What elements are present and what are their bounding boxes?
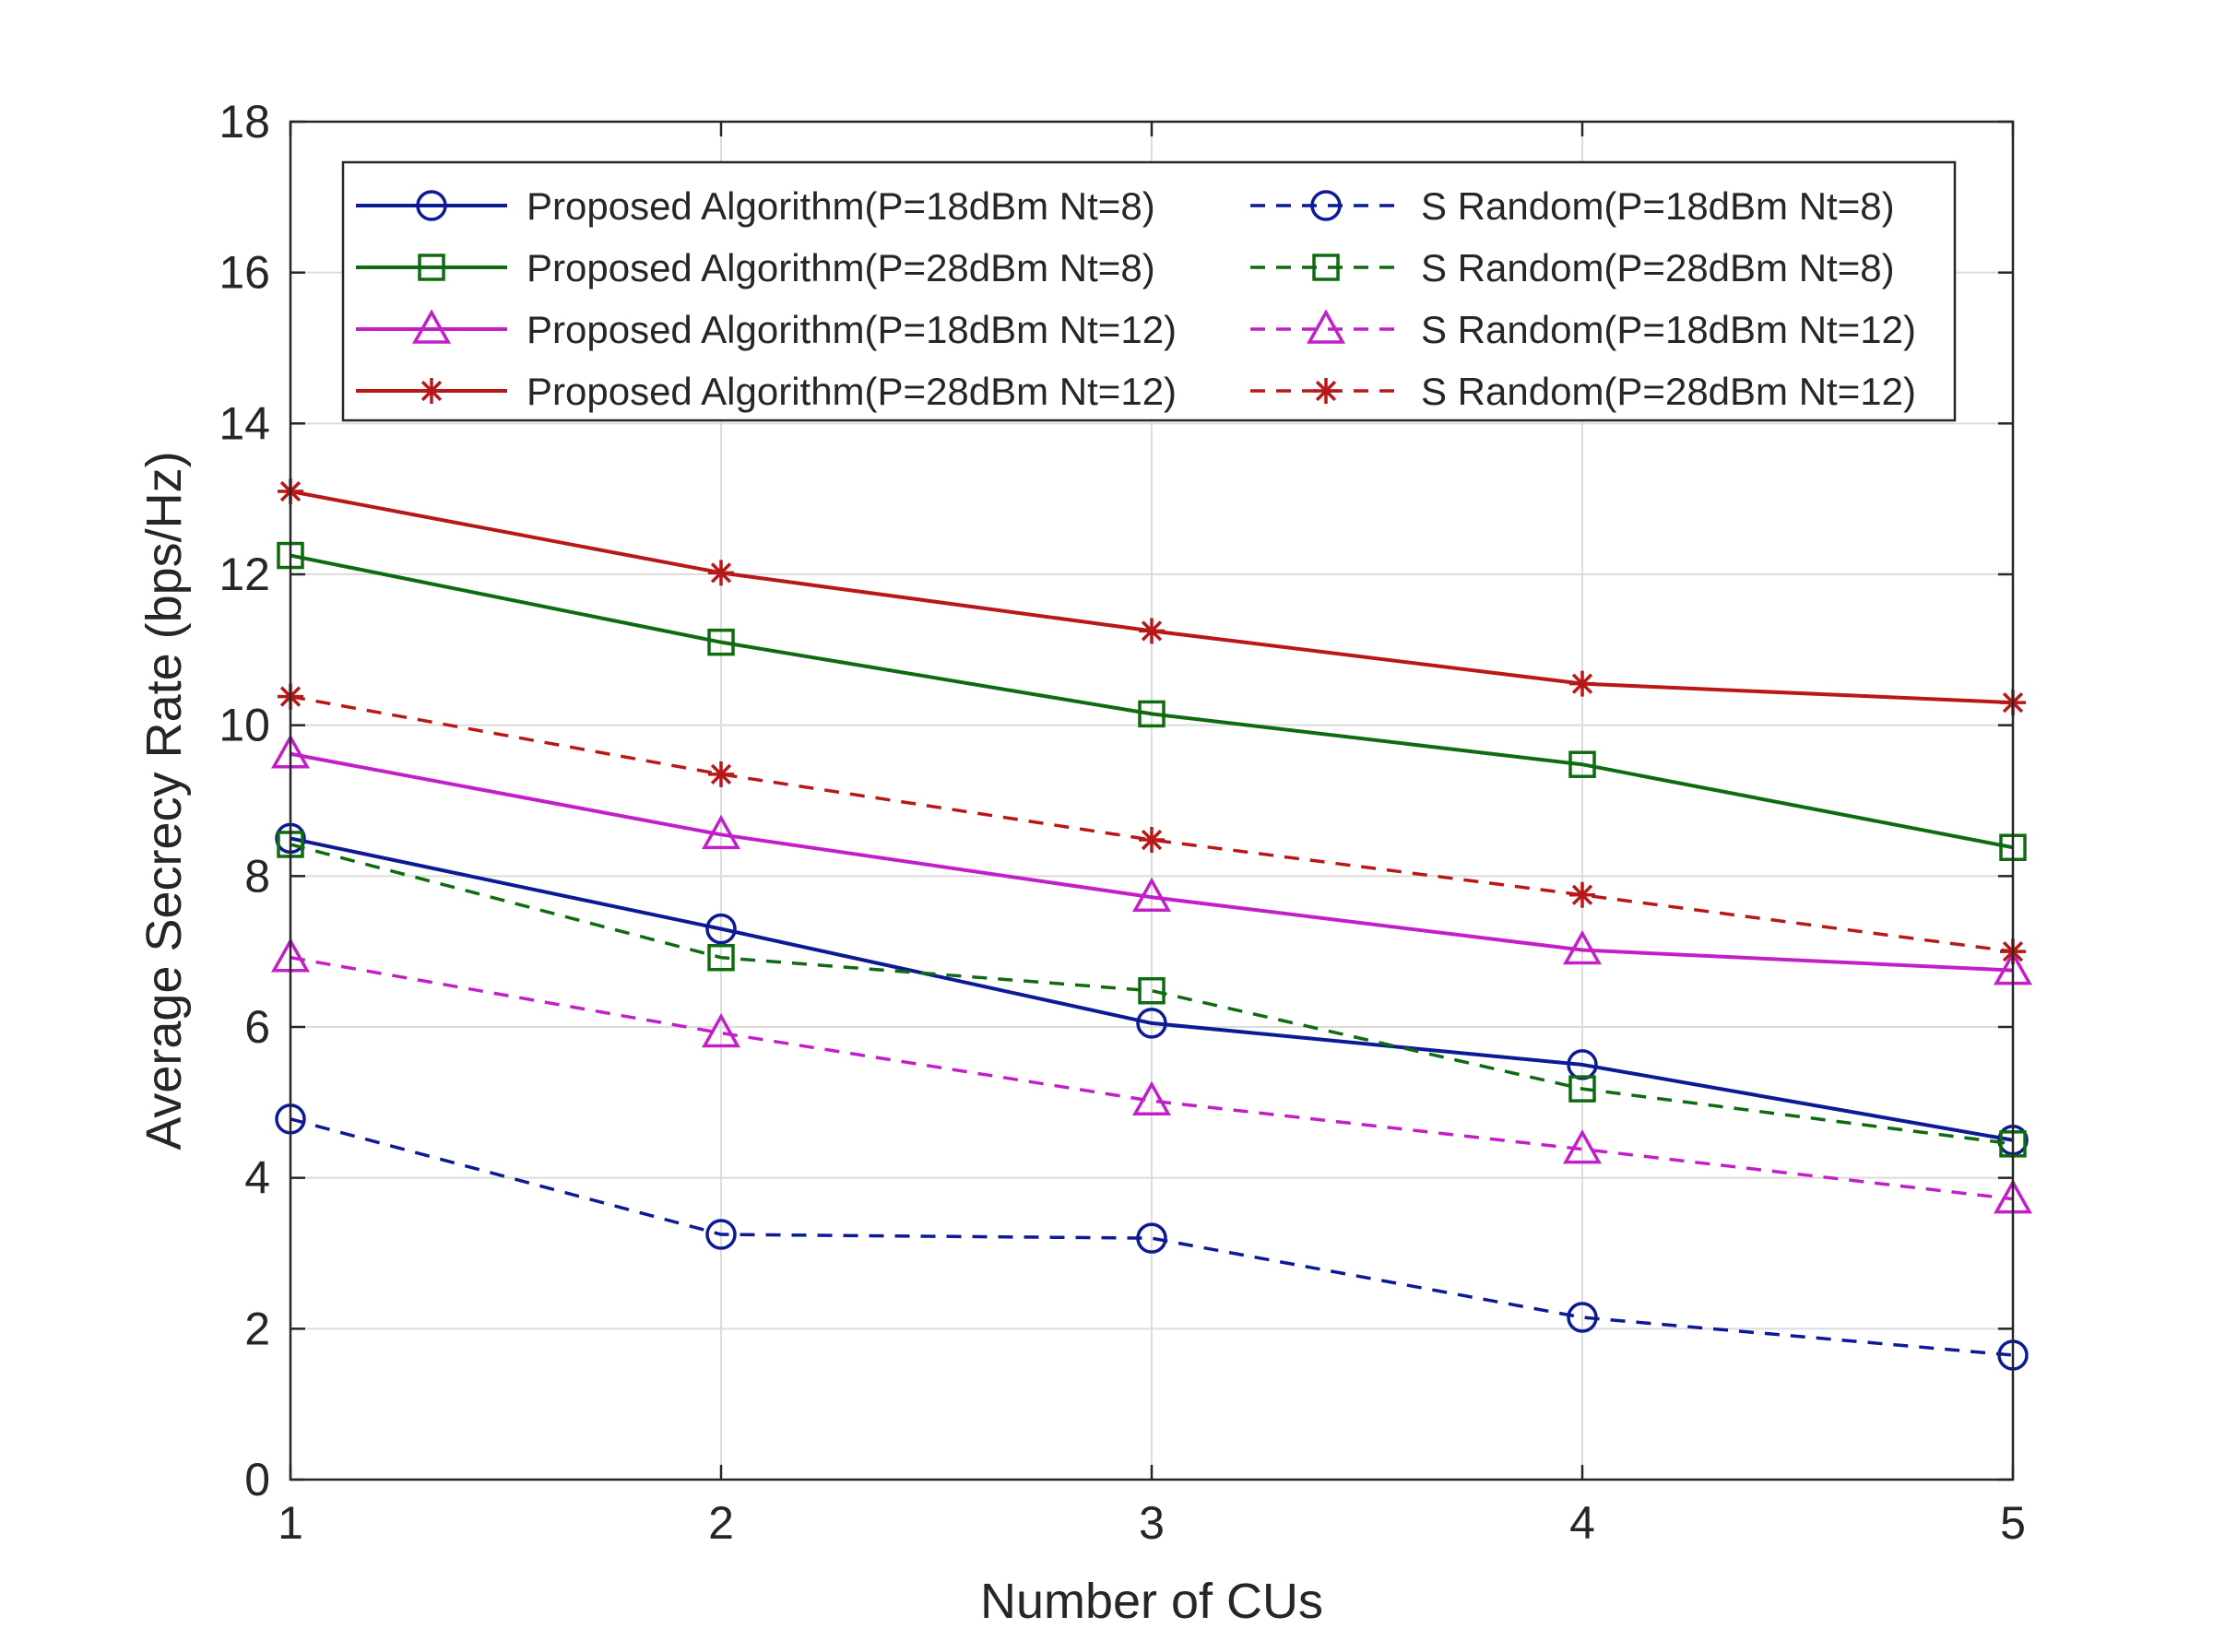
legend-marker-star <box>419 378 444 404</box>
series-line <box>290 751 2014 973</box>
legend-box <box>341 160 1957 422</box>
series-line <box>290 843 2014 1146</box>
x-axis-label: Number of CUs <box>980 1574 1323 1629</box>
y-tick-label: 16 <box>219 247 270 299</box>
x-tick-label: 1 <box>278 1497 303 1549</box>
data-point-circle <box>705 913 737 945</box>
legend-marker-triangle <box>412 309 451 344</box>
legend-item: S Random(P=28dBm Nt=12) <box>1250 370 1916 413</box>
data-point-triangle <box>702 1012 740 1048</box>
data-point-star <box>1569 670 1595 697</box>
series-layer <box>271 478 2032 1371</box>
legend: Proposed Algorithm(P=18dBm Nt=8) Proposed… <box>341 160 1957 422</box>
x-tick-label: 3 <box>1139 1497 1165 1549</box>
legend-label: Proposed Algorithm(P=28dBm Nt=8) <box>527 246 1155 289</box>
data-point-square <box>707 943 735 972</box>
series-line <box>290 553 2014 850</box>
data-point-circle <box>705 1219 737 1250</box>
x-tick-label: 5 <box>2000 1497 2026 1549</box>
legend-marker-star <box>1313 378 1339 404</box>
x-tick-label: 4 <box>1569 1497 1595 1549</box>
legend-item: S Random(P=18dBm Nt=12) <box>1250 308 1916 351</box>
data-point-circle <box>1136 1222 1167 1254</box>
data-point-star <box>1569 881 1595 908</box>
legend-marker-circle <box>1310 190 1342 221</box>
data-point-square <box>707 628 735 656</box>
data-point-square <box>1568 1075 1596 1103</box>
y-axis-label: Average Secrecy Rate (bps/Hz) <box>136 451 192 1150</box>
y-tick-label: 4 <box>244 1152 270 1204</box>
series-line <box>290 694 2014 953</box>
legend-marker-triangle <box>1307 309 1345 344</box>
y-tick-label: 18 <box>219 96 270 148</box>
legend-item: S Random(P=18dBm Nt=8) <box>1250 184 1895 228</box>
legend-item: Proposed Algorithm(P=18dBm Nt=12) <box>356 308 1177 351</box>
legend-label: Proposed Algorithm(P=18dBm Nt=8) <box>527 184 1155 228</box>
data-point-triangle <box>1132 877 1171 912</box>
data-point-square <box>1568 750 1596 778</box>
series-7 <box>271 938 2032 1214</box>
legend-item: Proposed Algorithm(P=28dBm Nt=12) <box>356 370 1177 413</box>
data-point-triangle <box>702 814 740 850</box>
x-tick-label: 2 <box>708 1497 734 1549</box>
series-line <box>290 1117 2014 1357</box>
legend-marker-circle <box>416 190 447 221</box>
y-tick-label: 14 <box>219 397 270 449</box>
data-point-square <box>1138 976 1166 1005</box>
legend-label: S Random(P=28dBm Nt=8) <box>1421 246 1895 289</box>
legend-item: Proposed Algorithm(P=28dBm Nt=8) <box>356 246 1155 289</box>
y-tick-label: 2 <box>244 1303 270 1354</box>
data-point-star <box>1139 827 1165 854</box>
data-point-star <box>1139 618 1165 644</box>
legend-label: S Random(P=28dBm Nt=12) <box>1421 370 1916 413</box>
legend-item: Proposed Algorithm(P=18dBm Nt=8) <box>356 184 1155 228</box>
y-tick-label: 6 <box>244 1001 270 1053</box>
y-tick-label: 12 <box>219 549 270 600</box>
legend-label: S Random(P=18dBm Nt=8) <box>1421 184 1895 228</box>
data-point-triangle <box>1132 1080 1171 1115</box>
legend-label: S Random(P=18dBm Nt=12) <box>1421 308 1916 351</box>
series-line <box>290 955 2014 1201</box>
data-point-star <box>708 560 734 586</box>
data-point-circle <box>1567 1302 1598 1333</box>
series-line <box>290 836 2014 1142</box>
data-point-circle <box>1136 1008 1167 1039</box>
legend-marker-square <box>418 254 445 281</box>
y-tick-label: 10 <box>219 700 270 751</box>
data-point-star <box>708 761 734 787</box>
data-point-square <box>1138 700 1166 728</box>
legend-marker-square <box>1312 254 1340 281</box>
legend-item: S Random(P=28dBm Nt=8) <box>1250 246 1895 289</box>
y-tick-label: 0 <box>244 1454 270 1505</box>
data-point-triangle <box>1563 929 1602 965</box>
data-point-circle <box>1567 1049 1598 1080</box>
legend-label: Proposed Algorithm(P=18dBm Nt=12) <box>527 308 1177 351</box>
legend-label: Proposed Algorithm(P=28dBm Nt=12) <box>527 370 1177 413</box>
y-tick-label: 8 <box>244 850 270 902</box>
data-point-triangle <box>1563 1129 1602 1164</box>
